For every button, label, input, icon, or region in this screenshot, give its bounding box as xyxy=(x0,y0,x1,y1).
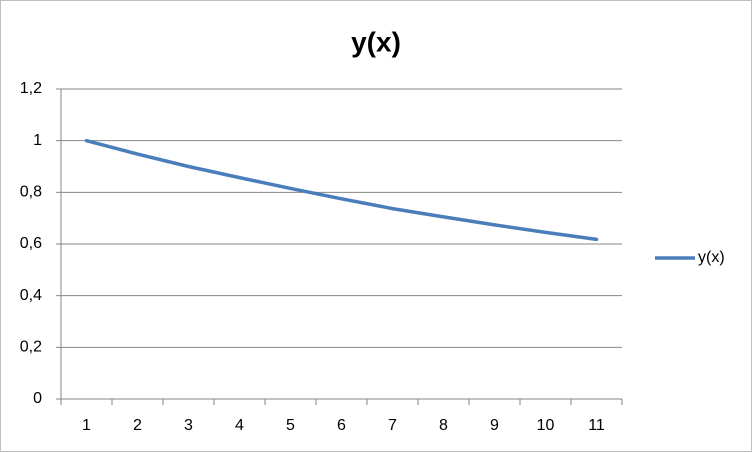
x-tick-label: 11 xyxy=(588,417,605,434)
x-tick-label: 9 xyxy=(490,417,499,434)
y-tick-label: 1 xyxy=(33,132,42,149)
y-tick-label: 0,2 xyxy=(20,339,42,356)
chart-title: y(x) xyxy=(351,26,401,57)
x-tick-label: 10 xyxy=(537,417,555,434)
x-tick-label: 6 xyxy=(337,417,346,434)
y-tick-label: 0,8 xyxy=(20,184,42,201)
x-tick-label: 7 xyxy=(388,417,397,434)
series-line xyxy=(84,138,599,242)
y-tick-label: 0 xyxy=(33,390,42,407)
x-tick-label: 4 xyxy=(235,417,244,434)
legend-label: y(x) xyxy=(698,249,725,266)
y-tick-label: 0,4 xyxy=(20,287,42,304)
x-tick-label: 1 xyxy=(82,417,91,434)
x-tick-label: 2 xyxy=(133,417,142,434)
x-tick-label: 3 xyxy=(184,417,193,434)
x-tick-label: 8 xyxy=(439,417,448,434)
y-tick-label: 0,6 xyxy=(20,235,42,252)
y-tick-label: 1,2 xyxy=(20,80,42,97)
x-tick-label: 5 xyxy=(286,417,295,434)
